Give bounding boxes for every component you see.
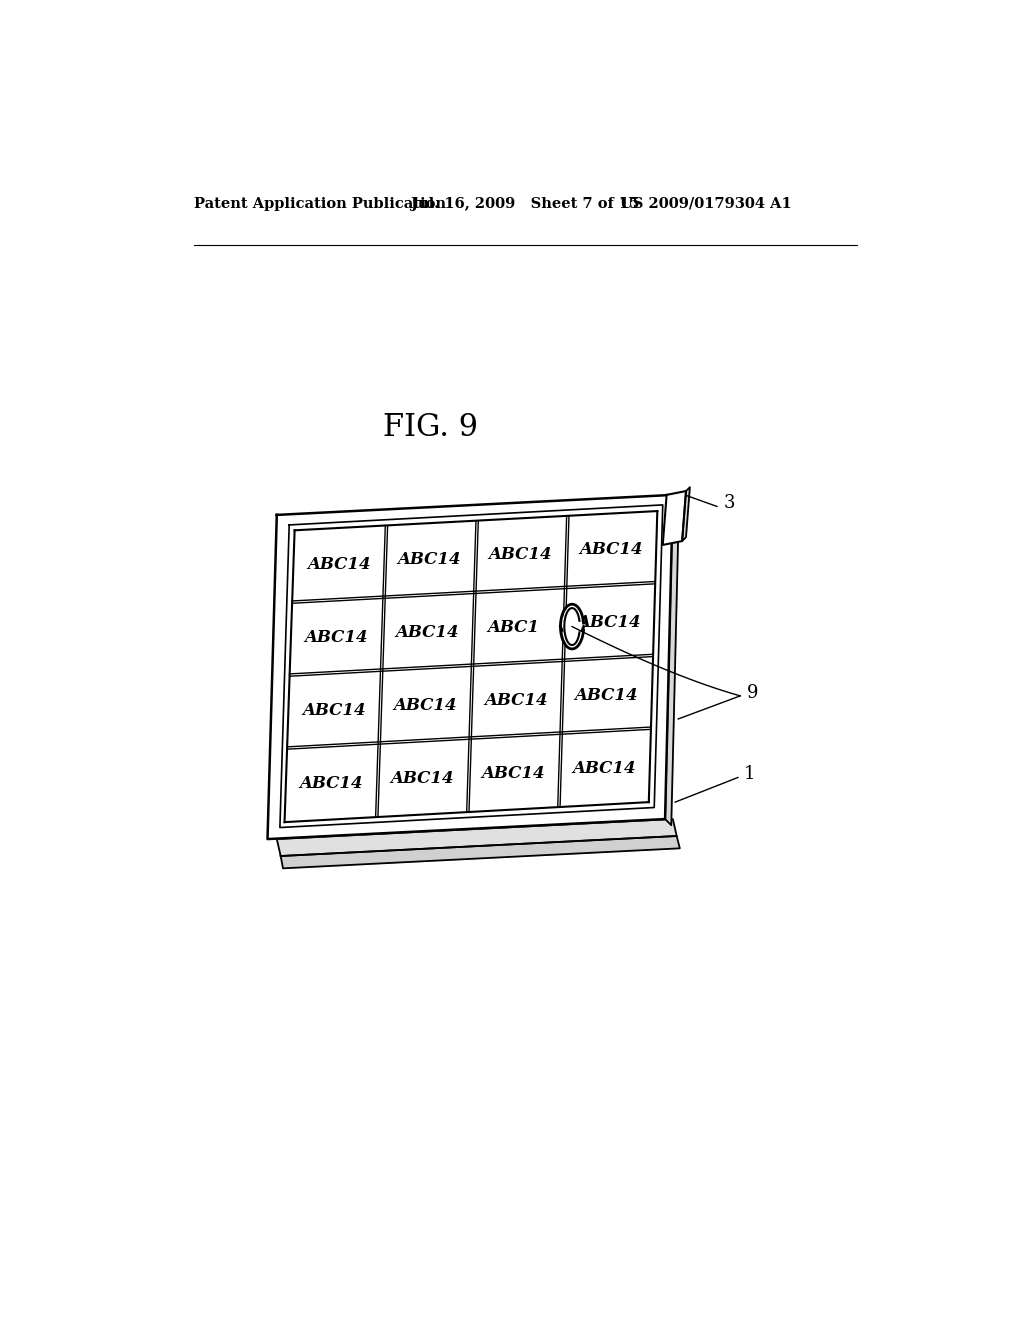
Text: ABC14: ABC14 bbox=[580, 541, 643, 558]
Text: ABC14: ABC14 bbox=[299, 775, 364, 792]
Polygon shape bbox=[563, 607, 582, 647]
Text: Patent Application Publication: Patent Application Publication bbox=[194, 197, 445, 211]
Text: ABC14: ABC14 bbox=[307, 556, 371, 573]
Text: ABC14: ABC14 bbox=[481, 764, 545, 781]
Text: ABC14: ABC14 bbox=[572, 760, 636, 776]
Text: ABC14: ABC14 bbox=[397, 550, 461, 568]
Text: FIG. 9: FIG. 9 bbox=[383, 412, 478, 444]
Text: 1: 1 bbox=[744, 766, 756, 783]
Text: ABC14: ABC14 bbox=[574, 686, 638, 704]
Text: ABC14: ABC14 bbox=[488, 546, 552, 564]
Polygon shape bbox=[665, 495, 679, 825]
Text: ABC14: ABC14 bbox=[304, 628, 368, 645]
Text: ABC14: ABC14 bbox=[395, 624, 459, 642]
Polygon shape bbox=[267, 495, 673, 840]
Text: ABC14: ABC14 bbox=[483, 692, 548, 709]
Text: ABC14: ABC14 bbox=[302, 702, 366, 718]
Text: 3: 3 bbox=[723, 495, 734, 512]
Text: 9: 9 bbox=[746, 684, 758, 702]
Text: ABC1: ABC1 bbox=[487, 619, 540, 636]
Text: ABC14: ABC14 bbox=[393, 697, 457, 714]
Polygon shape bbox=[682, 487, 690, 541]
Text: ABC14: ABC14 bbox=[390, 770, 454, 787]
Polygon shape bbox=[276, 818, 677, 857]
Text: US 2009/0179304 A1: US 2009/0179304 A1 bbox=[621, 197, 792, 211]
Text: Jul. 16, 2009   Sheet 7 of 15: Jul. 16, 2009 Sheet 7 of 15 bbox=[411, 197, 639, 211]
Polygon shape bbox=[663, 491, 686, 545]
Polygon shape bbox=[281, 836, 680, 869]
Text: ABC14: ABC14 bbox=[577, 614, 641, 631]
